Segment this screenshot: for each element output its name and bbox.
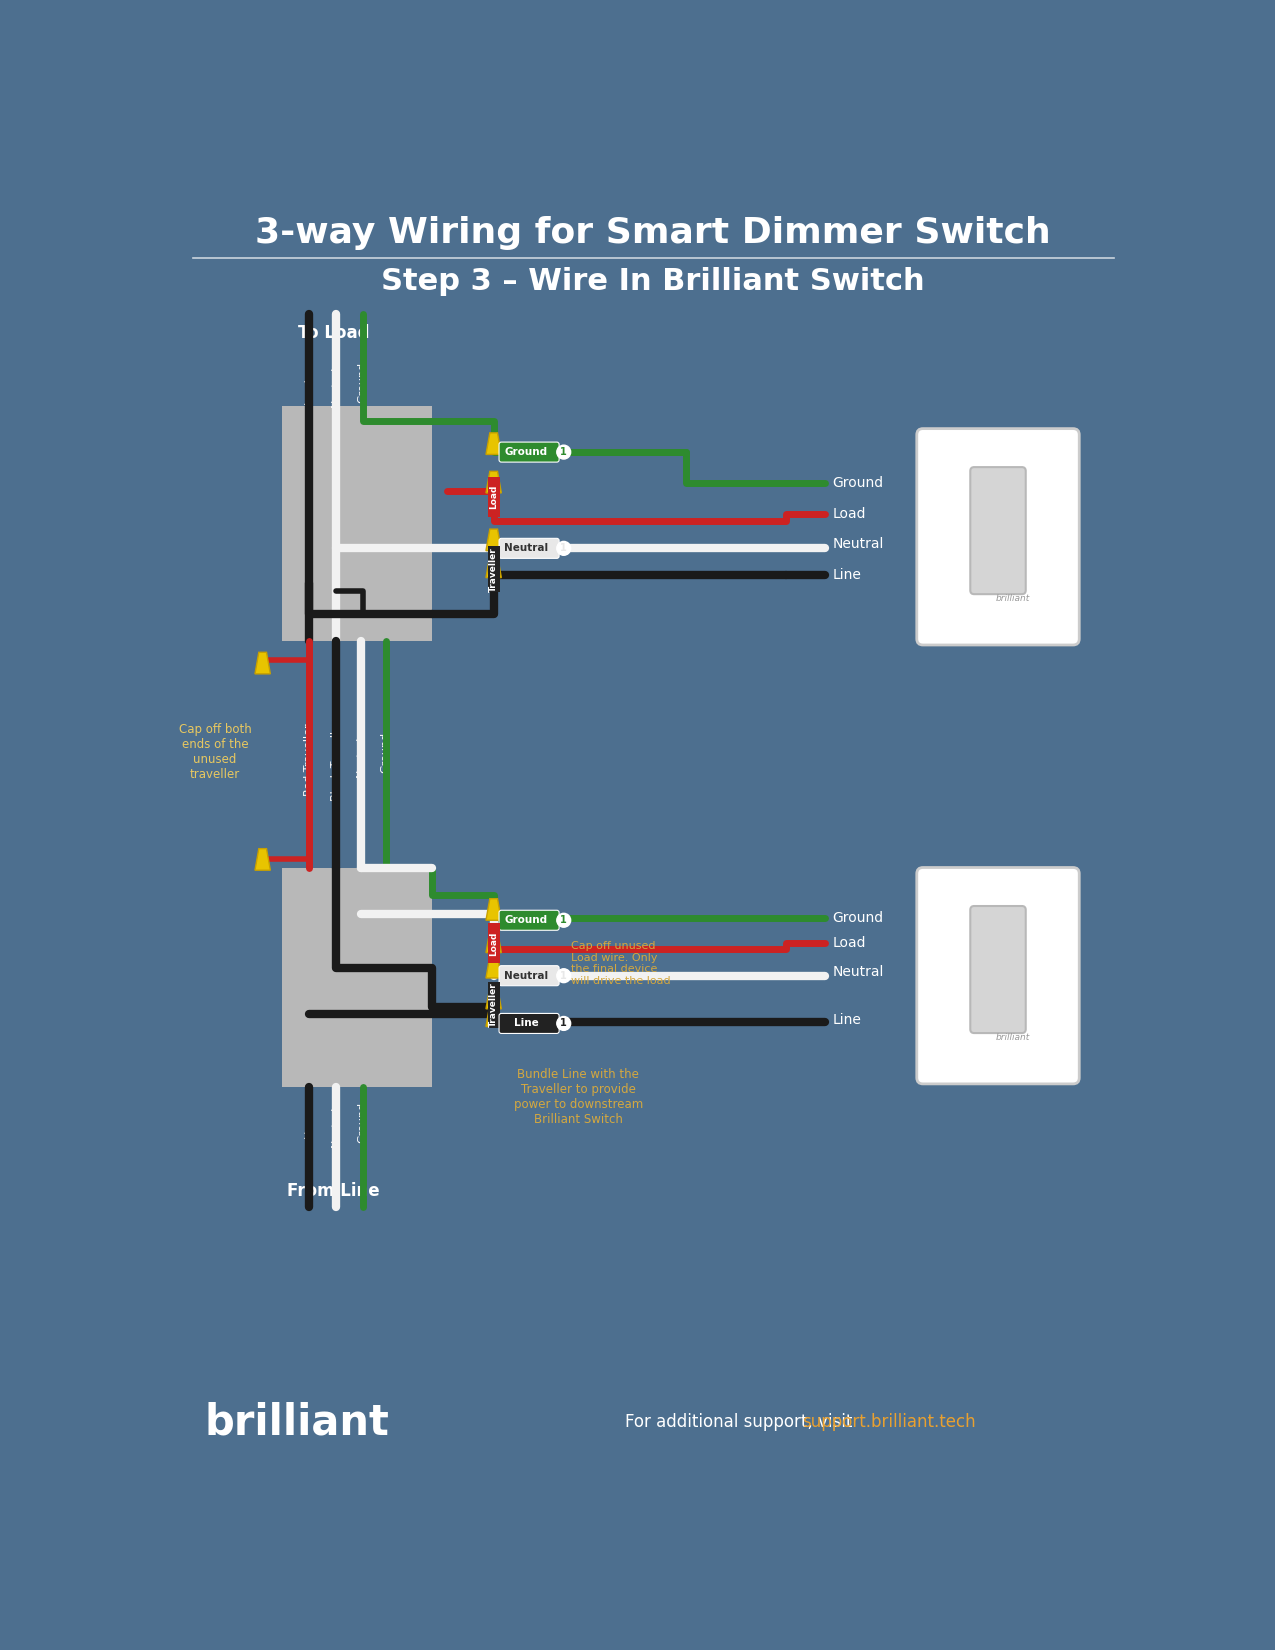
Polygon shape bbox=[487, 924, 500, 964]
Text: Black Traveller: Black Traveller bbox=[330, 719, 340, 800]
FancyBboxPatch shape bbox=[499, 965, 560, 985]
Polygon shape bbox=[486, 931, 501, 952]
Text: Ground: Ground bbox=[381, 733, 391, 772]
Text: Neutral: Neutral bbox=[504, 543, 548, 553]
Text: Line: Line bbox=[833, 1013, 862, 1028]
Text: 1: 1 bbox=[560, 916, 567, 926]
Text: brilliant: brilliant bbox=[205, 1401, 390, 1444]
Text: Load: Load bbox=[490, 931, 499, 955]
Text: Ground: Ground bbox=[358, 1102, 367, 1142]
Text: support.brilliant.tech: support.brilliant.tech bbox=[802, 1414, 975, 1431]
Text: For additional support, visit: For additional support, visit bbox=[625, 1414, 857, 1431]
Polygon shape bbox=[486, 556, 501, 578]
FancyBboxPatch shape bbox=[917, 429, 1079, 645]
Polygon shape bbox=[255, 652, 270, 673]
Text: Load: Load bbox=[303, 378, 314, 404]
Text: Neutral: Neutral bbox=[330, 1106, 340, 1147]
Text: Neutral: Neutral bbox=[504, 970, 548, 980]
Text: Load: Load bbox=[490, 485, 499, 508]
Text: Step 3 – Wire In Brilliant Switch: Step 3 – Wire In Brilliant Switch bbox=[381, 267, 924, 295]
Text: 3-way Wiring for Smart Dimmer Switch: 3-way Wiring for Smart Dimmer Switch bbox=[255, 216, 1051, 249]
FancyBboxPatch shape bbox=[499, 911, 560, 931]
Polygon shape bbox=[486, 530, 501, 551]
Text: Neutral: Neutral bbox=[356, 736, 366, 777]
Text: Ground: Ground bbox=[505, 447, 547, 457]
Text: Bundle Line with the
Traveller to provide
power to downstream
Brilliant Switch: Bundle Line with the Traveller to provid… bbox=[514, 1068, 643, 1125]
Polygon shape bbox=[255, 848, 270, 870]
Polygon shape bbox=[486, 432, 501, 454]
Polygon shape bbox=[487, 982, 500, 1028]
Bar bbox=[282, 406, 432, 640]
Text: Neutral: Neutral bbox=[330, 366, 340, 408]
Text: brilliant: brilliant bbox=[996, 1033, 1030, 1041]
Circle shape bbox=[557, 446, 571, 459]
Circle shape bbox=[557, 914, 571, 927]
Text: 1: 1 bbox=[560, 1018, 567, 1028]
Text: Line: Line bbox=[833, 568, 862, 582]
FancyBboxPatch shape bbox=[970, 467, 1025, 594]
Text: From Line: From Line bbox=[287, 1183, 380, 1200]
Bar bbox=[282, 868, 432, 1087]
Circle shape bbox=[557, 541, 571, 556]
Text: Traveller: Traveller bbox=[490, 983, 499, 1028]
Text: Line: Line bbox=[303, 1114, 314, 1137]
Text: Load: Load bbox=[833, 936, 866, 950]
Polygon shape bbox=[487, 477, 500, 516]
Text: Neutral: Neutral bbox=[833, 965, 884, 978]
FancyBboxPatch shape bbox=[917, 868, 1079, 1084]
Text: Line: Line bbox=[514, 1018, 538, 1028]
Text: 1: 1 bbox=[560, 543, 567, 553]
Text: Ground: Ground bbox=[833, 475, 884, 490]
Text: Cap off unused
Load wire. Only
the final device
will drive the load: Cap off unused Load wire. Only the final… bbox=[571, 940, 671, 985]
FancyBboxPatch shape bbox=[970, 906, 1025, 1033]
Text: Cap off both
ends of the
unused
traveller: Cap off both ends of the unused travelle… bbox=[179, 723, 251, 782]
Circle shape bbox=[557, 969, 571, 983]
Text: Red Traveller: Red Traveller bbox=[303, 724, 314, 797]
Circle shape bbox=[557, 1016, 571, 1030]
FancyBboxPatch shape bbox=[499, 538, 560, 558]
Text: 1: 1 bbox=[560, 970, 567, 980]
Text: Ground: Ground bbox=[358, 363, 367, 403]
Polygon shape bbox=[487, 546, 500, 592]
Text: Load: Load bbox=[833, 507, 866, 521]
Polygon shape bbox=[486, 1005, 501, 1026]
Text: 1: 1 bbox=[560, 447, 567, 457]
Polygon shape bbox=[486, 472, 501, 493]
Text: Traveller: Traveller bbox=[490, 546, 499, 591]
Polygon shape bbox=[486, 899, 501, 921]
FancyBboxPatch shape bbox=[499, 442, 560, 462]
Polygon shape bbox=[486, 987, 501, 1008]
FancyBboxPatch shape bbox=[499, 1013, 560, 1033]
Polygon shape bbox=[486, 957, 501, 978]
Text: Ground: Ground bbox=[505, 916, 547, 926]
Text: Neutral: Neutral bbox=[833, 538, 884, 551]
Text: Ground: Ground bbox=[833, 911, 884, 926]
Text: To Load: To Load bbox=[298, 323, 370, 342]
Text: brilliant: brilliant bbox=[996, 594, 1030, 602]
